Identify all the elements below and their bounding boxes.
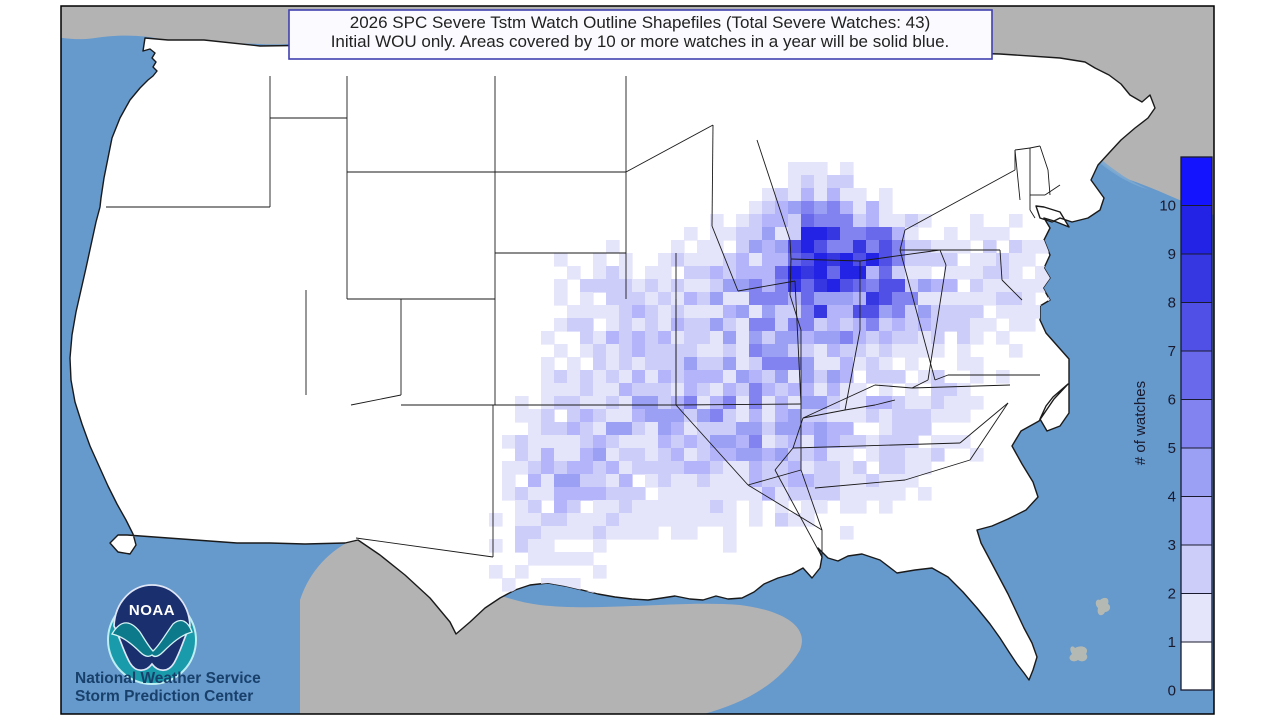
svg-text:10: 10	[1159, 198, 1176, 215]
svg-text:2026 SPC Severe Tstm Watch Out: 2026 SPC Severe Tstm Watch Outline Shape…	[350, 13, 930, 32]
svg-text:6: 6	[1168, 392, 1176, 409]
svg-text:4: 4	[1168, 489, 1176, 506]
svg-text:1: 1	[1168, 634, 1176, 651]
svg-text:# of watches: # of watches	[1132, 381, 1149, 465]
svg-text:2: 2	[1168, 586, 1176, 603]
svg-text:0: 0	[1168, 683, 1176, 700]
svg-text:7: 7	[1168, 343, 1176, 360]
svg-text:8: 8	[1168, 295, 1176, 312]
svg-text:9: 9	[1168, 246, 1176, 263]
svg-text:Initial WOU only. Areas covere: Initial WOU only. Areas covered by 10 or…	[331, 32, 950, 51]
svg-text:5: 5	[1168, 440, 1176, 457]
svg-text:3: 3	[1168, 537, 1176, 554]
svg-text:NOAA: NOAA	[129, 602, 175, 619]
svg-text:Storm Prediction Center: Storm Prediction Center	[75, 688, 253, 705]
svg-text:National Weather Service: National Weather Service	[75, 670, 261, 687]
